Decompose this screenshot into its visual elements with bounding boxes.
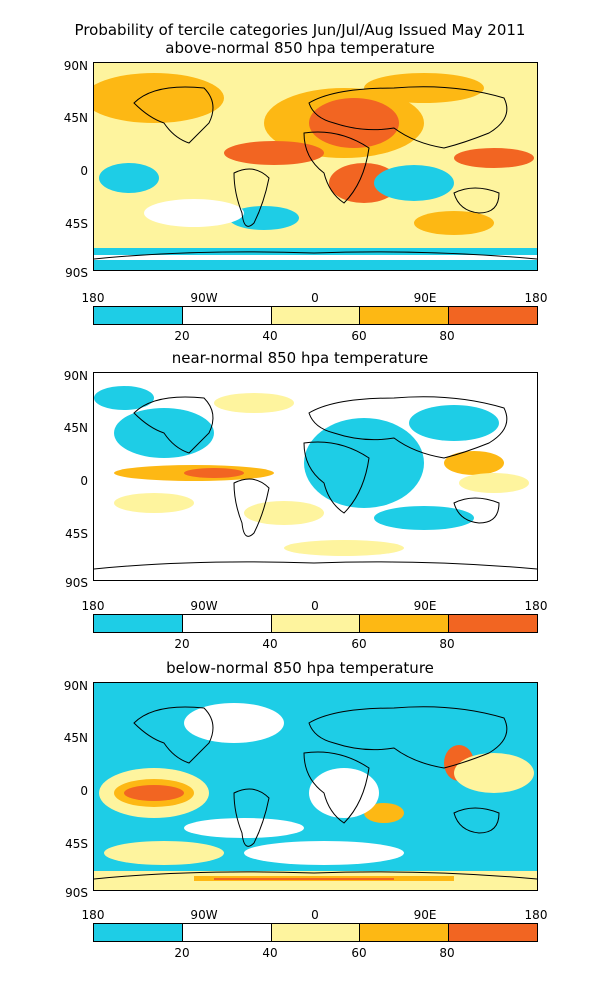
lon-tick: 180 [524, 599, 548, 613]
colorbar-label: 20 [174, 637, 190, 651]
coastlines [94, 706, 537, 880]
lon-tick: 90W [190, 908, 218, 922]
colorbar-segment [449, 615, 537, 632]
colorbar-label: 40 [262, 946, 278, 960]
colorbar-segment [360, 307, 450, 324]
coastlines [94, 396, 537, 570]
colorbar [93, 614, 538, 633]
colorbar-segment [271, 307, 361, 324]
lat-tick: 45N [63, 421, 88, 435]
probability-field [94, 63, 537, 270]
probability-field [94, 683, 537, 890]
lat-tick: 45S [65, 527, 88, 541]
lat-tick: 45S [65, 837, 88, 851]
colorbar-segment [271, 615, 361, 632]
world-map-above-normal [93, 62, 538, 271]
colorbar-segment [182, 307, 272, 324]
lon-tick: 180 [524, 291, 548, 305]
lat-tick: 90S [65, 886, 88, 900]
lon-tick: 180 [81, 291, 105, 305]
figure-title: Probability of tercile categories Jun/Ju… [74, 21, 526, 39]
lat-tick: 90N [63, 59, 88, 73]
colorbar-segment [449, 924, 537, 941]
lat-tick: 90N [63, 679, 88, 693]
colorbar-segment [360, 924, 450, 941]
panel-subtitle: below-normal 850 hpa temperature [166, 659, 434, 677]
colorbar-label: 20 [174, 329, 190, 343]
colorbar-label: 60 [351, 329, 367, 343]
colorbar-label: 80 [439, 329, 455, 343]
lon-tick: 0 [311, 291, 319, 305]
lat-tick: 0 [80, 164, 88, 178]
colorbar [93, 306, 538, 325]
lon-tick: 0 [311, 599, 319, 613]
colorbar-label: 20 [174, 946, 190, 960]
lon-tick: 90E [413, 908, 437, 922]
coastlines [94, 86, 537, 260]
lat-tick: 45S [65, 217, 88, 231]
colorbar-segment [182, 924, 272, 941]
colorbar-label: 40 [262, 637, 278, 651]
lat-tick: 90N [63, 369, 88, 383]
colorbar [93, 923, 538, 942]
colorbar-label: 60 [351, 946, 367, 960]
lon-tick: 90E [413, 599, 437, 613]
world-map-near-normal [93, 372, 538, 581]
lon-tick: 90W [190, 599, 218, 613]
colorbar-label: 80 [439, 946, 455, 960]
colorbar-segment [360, 615, 450, 632]
lon-tick: 90E [413, 291, 437, 305]
lat-tick: 45N [63, 731, 88, 745]
lat-tick: 45N [63, 111, 88, 125]
world-map-below-normal [93, 682, 538, 891]
lat-tick: 90S [65, 266, 88, 280]
panel-subtitle: above-normal 850 hpa temperature [165, 39, 435, 57]
lon-tick: 180 [524, 908, 548, 922]
colorbar-label: 60 [351, 637, 367, 651]
probability-field [94, 373, 537, 580]
colorbar-label: 40 [262, 329, 278, 343]
lat-tick: 0 [80, 474, 88, 488]
lat-tick: 0 [80, 784, 88, 798]
lon-tick: 90W [190, 291, 218, 305]
lon-tick: 180 [81, 599, 105, 613]
colorbar-segment [94, 615, 183, 632]
colorbar-segment [182, 615, 272, 632]
lat-tick: 90S [65, 576, 88, 590]
colorbar-label: 80 [439, 637, 455, 651]
colorbar-segment [271, 924, 361, 941]
colorbar-segment [94, 307, 183, 324]
lon-tick: 0 [311, 908, 319, 922]
colorbar-segment [94, 924, 183, 941]
lon-tick: 180 [81, 908, 105, 922]
colorbar-segment [449, 307, 537, 324]
panel-subtitle: near-normal 850 hpa temperature [171, 349, 429, 367]
